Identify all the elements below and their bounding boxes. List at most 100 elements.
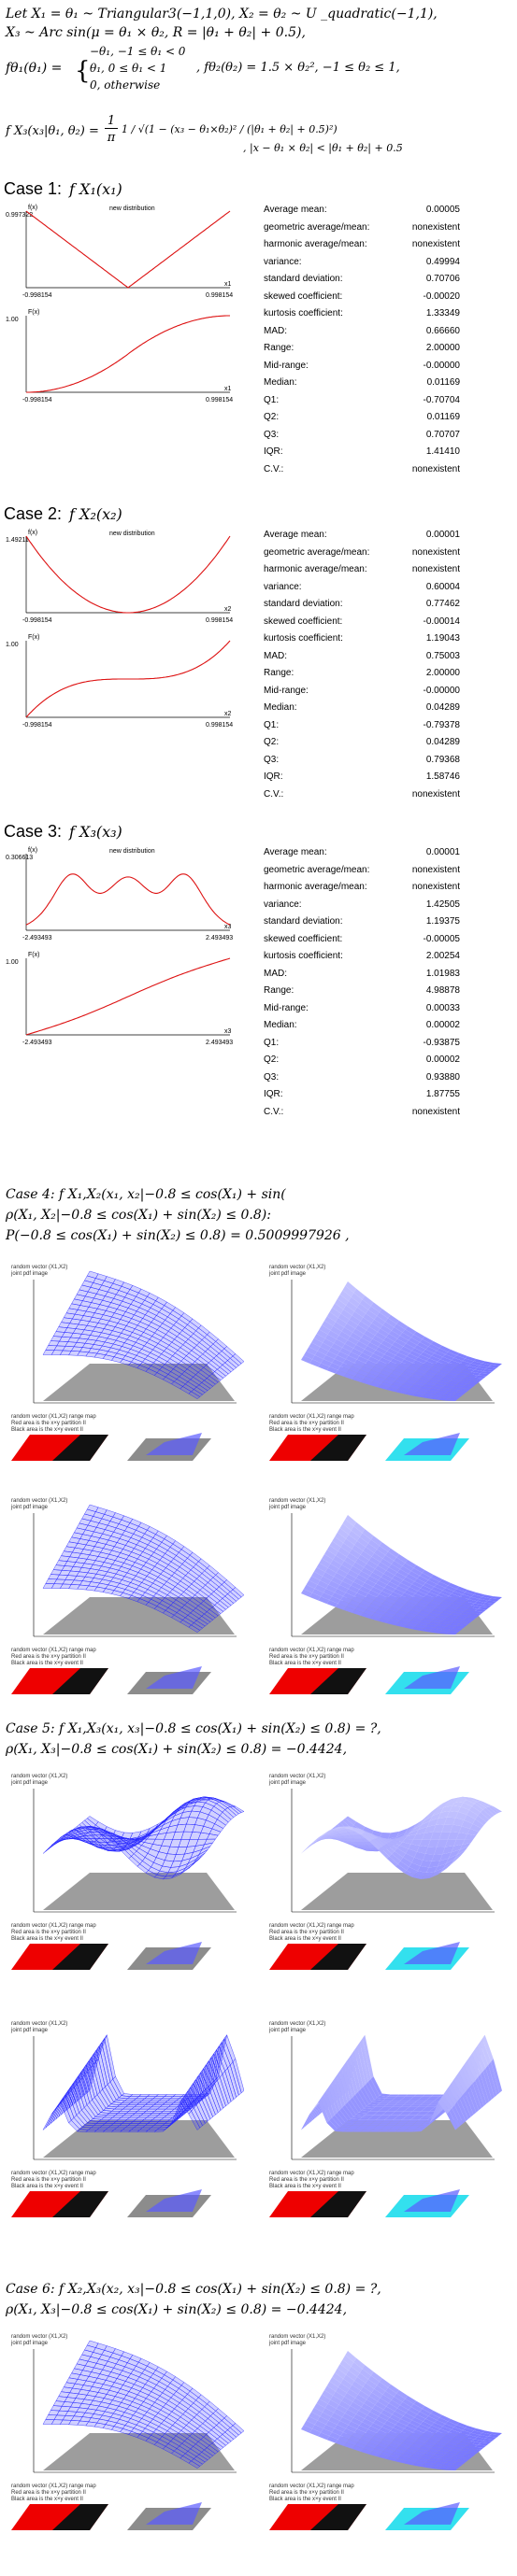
surface-facet <box>423 1349 435 1356</box>
surface-facet <box>334 1835 345 1839</box>
surface-facet <box>433 1824 445 1833</box>
surface-facet <box>338 2068 351 2102</box>
surface-facet <box>418 1354 429 1362</box>
surface-facet <box>469 1380 481 1382</box>
stat-value: 0.00002 <box>425 1054 460 1065</box>
joint-pdf-3d-plot: random vector (X1,X2) joint pdf image rand… <box>6 1261 244 1465</box>
surface-facet <box>323 2408 334 2417</box>
surface-facet <box>425 2415 438 2423</box>
stat-label: MAD: <box>264 968 287 979</box>
surface-facet <box>388 1548 399 1558</box>
surface-facet <box>323 1354 335 1364</box>
surface-facet <box>353 2357 366 2370</box>
surface-facet <box>388 1330 400 1339</box>
surface-facet <box>411 1383 424 1389</box>
surface-facet <box>449 1630 461 1633</box>
surface-facet <box>430 2094 442 2097</box>
surface-facet <box>318 1363 330 1371</box>
surface-facet <box>352 2445 364 2452</box>
surface-facet <box>403 2102 415 2105</box>
surface-facet <box>376 2429 388 2437</box>
stat-label: variance: <box>264 581 302 592</box>
surface-facet <box>352 1545 364 1555</box>
stat-row: Q3: 0.79368 <box>264 752 460 770</box>
surface-facet <box>374 2432 385 2440</box>
surface-facet <box>475 1608 487 1612</box>
surface-facet <box>337 1351 349 1360</box>
surface-facet <box>424 1811 436 1821</box>
surface-facet <box>359 2422 371 2430</box>
surface-facet <box>329 1596 341 1604</box>
surface-facet <box>409 2111 422 2114</box>
f1-cases: −θ₁, −1 ≤ θ₁ < 0 θ₁, 0 ≤ θ₁ < 1 0, other… <box>90 43 185 93</box>
surface-facet <box>447 1380 459 1385</box>
surface-facet <box>335 1550 347 1562</box>
surface-facet <box>381 1340 393 1349</box>
stat-value: -0.93875 <box>423 1037 460 1048</box>
surface-facet <box>382 1322 395 1331</box>
surface-facet <box>440 1805 452 1813</box>
surface-facet <box>428 1577 440 1585</box>
surface-facet <box>381 2128 393 2130</box>
surface-facet <box>388 2399 400 2409</box>
surface-facet <box>409 1824 422 1833</box>
surface-facet <box>443 1365 455 1370</box>
surface-facet <box>409 2098 420 2102</box>
surface-facet <box>382 1366 395 1374</box>
surface-facet <box>383 1844 395 1854</box>
surface-facet <box>344 2102 356 2117</box>
surface-facet <box>365 2429 377 2437</box>
surface-facet <box>427 1379 439 1384</box>
surface-facet <box>416 1846 428 1854</box>
surface-facet <box>318 2098 330 2123</box>
surface-facet <box>419 2408 431 2416</box>
surface-facet <box>353 1522 366 1534</box>
surface-facet <box>389 2413 401 2422</box>
surface-facet <box>481 1594 494 1599</box>
surface-facet <box>464 1609 476 1614</box>
surface-facet <box>445 2452 457 2456</box>
surface-facet <box>348 1530 360 1541</box>
surface-facet <box>395 1338 407 1347</box>
y-axis-label: f(x) <box>28 530 37 536</box>
surface-facet <box>384 2420 396 2428</box>
surface-facet <box>366 2081 378 2101</box>
surface-facet <box>471 1603 483 1607</box>
surface-facet <box>446 1632 458 1635</box>
surface-facet <box>409 1862 421 1872</box>
range-map-note-1: Red area is the x×y partition II <box>269 2177 344 2183</box>
surface-facet <box>321 1592 333 1601</box>
surface-facet <box>399 1373 411 1380</box>
surface-facet <box>414 1345 426 1352</box>
surface-facet <box>452 2104 464 2126</box>
surface-facet <box>372 2448 384 2455</box>
surface-facet <box>373 1350 385 1358</box>
surface-facet <box>428 1589 440 1596</box>
surface-facet <box>343 2130 355 2132</box>
surface-facet <box>344 1556 356 1566</box>
y-axis-label: F(x) <box>28 952 39 958</box>
case-2-function: f X₂(x₂) <box>69 505 122 523</box>
stat-row: MAD: 0.66660 <box>264 323 460 341</box>
surface-facet <box>422 2405 434 2413</box>
surface-facet <box>482 2068 495 2100</box>
surface-facet <box>301 2111 312 2130</box>
stat-label: Mid-range: <box>264 360 309 371</box>
surface-facet <box>365 2414 376 2424</box>
surface-facet <box>430 2446 442 2451</box>
y-axis-label: f(x) <box>28 205 37 211</box>
surface-facet <box>446 2431 458 2438</box>
surface-facet <box>357 2372 368 2384</box>
surface-facet <box>405 2115 417 2117</box>
surface-facet <box>351 1834 363 1839</box>
surface-facet <box>370 2371 382 2382</box>
stat-label: Q1: <box>264 719 280 730</box>
surface-facet <box>390 2427 402 2435</box>
stat-value: 2.00254 <box>425 951 460 961</box>
y-top-tick: 0.997322 <box>6 212 33 219</box>
stat-label: IQR: <box>264 1089 283 1099</box>
stat-value: nonexistent <box>411 882 460 892</box>
surface-facet <box>335 1603 347 1610</box>
surface-facet <box>318 1596 330 1605</box>
stat-value: 0.75003 <box>425 650 460 661</box>
